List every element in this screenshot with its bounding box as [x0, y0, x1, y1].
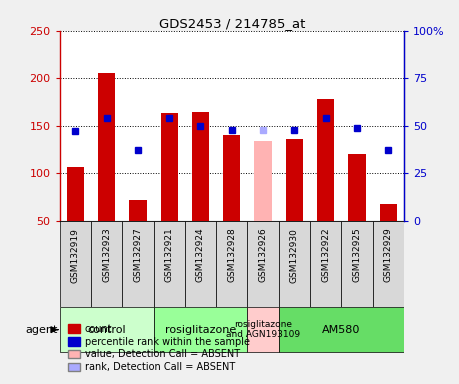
Bar — [317, 99, 334, 221]
Text: rosiglitazone
and AGN193109: rosiglitazone and AGN193109 — [226, 320, 300, 339]
Text: GSM132930: GSM132930 — [290, 228, 299, 283]
Bar — [279, 221, 310, 307]
Bar — [161, 113, 178, 221]
Bar — [310, 221, 341, 307]
Text: GSM132926: GSM132926 — [258, 228, 268, 283]
Title: GDS2453 / 214785_at: GDS2453 / 214785_at — [159, 17, 305, 30]
Bar — [129, 200, 146, 221]
Text: GSM132923: GSM132923 — [102, 228, 111, 283]
Bar — [154, 307, 247, 352]
Legend: count, percentile rank within the sample, value, Detection Call = ABSENT, rank, : count, percentile rank within the sample… — [65, 320, 254, 376]
Bar — [185, 221, 216, 307]
Text: GSM132924: GSM132924 — [196, 228, 205, 282]
Text: GSM132922: GSM132922 — [321, 228, 330, 282]
Bar — [60, 307, 154, 352]
Bar — [341, 221, 373, 307]
Bar — [380, 204, 397, 221]
Bar — [91, 221, 122, 307]
Bar — [247, 307, 279, 352]
Text: control: control — [87, 324, 126, 335]
Bar — [154, 221, 185, 307]
Text: GSM132921: GSM132921 — [165, 228, 174, 283]
Bar — [216, 221, 247, 307]
Bar — [223, 135, 241, 221]
Bar — [254, 141, 272, 221]
Bar — [122, 221, 154, 307]
Bar — [286, 139, 303, 221]
Text: agent: agent — [26, 324, 58, 335]
Bar — [247, 221, 279, 307]
Bar — [279, 307, 404, 352]
Text: GSM132929: GSM132929 — [384, 228, 393, 283]
Bar — [67, 167, 84, 221]
Bar — [192, 113, 209, 221]
Bar — [373, 221, 404, 307]
Text: GSM132927: GSM132927 — [134, 228, 142, 283]
Text: rosiglitazone: rosiglitazone — [165, 324, 236, 335]
Text: GSM132928: GSM132928 — [227, 228, 236, 283]
Bar — [60, 221, 91, 307]
Text: GSM132919: GSM132919 — [71, 228, 80, 283]
Bar — [98, 73, 115, 221]
Bar — [348, 154, 365, 221]
Text: AM580: AM580 — [322, 324, 360, 335]
Text: GSM132925: GSM132925 — [353, 228, 362, 283]
